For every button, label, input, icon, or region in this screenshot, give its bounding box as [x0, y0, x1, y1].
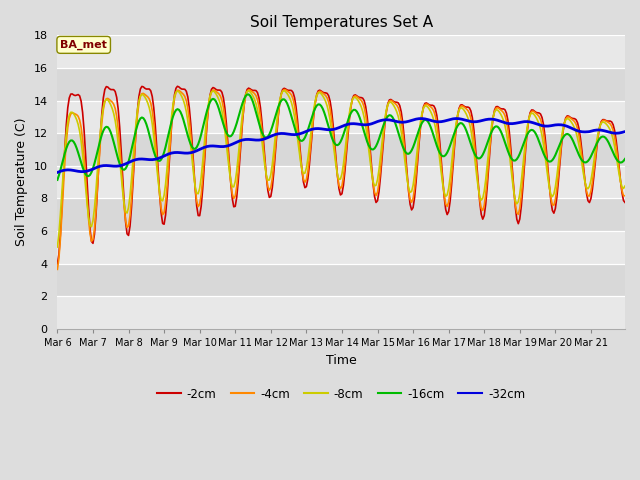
- Title: Soil Temperatures Set A: Soil Temperatures Set A: [250, 15, 433, 30]
- Bar: [58, 133, 625, 166]
- Bar: [58, 231, 625, 264]
- Bar: [58, 166, 625, 199]
- X-axis label: Time: Time: [326, 354, 356, 367]
- Bar: [58, 296, 625, 329]
- Bar: [58, 101, 625, 133]
- Text: BA_met: BA_met: [60, 40, 107, 50]
- Y-axis label: Soil Temperature (C): Soil Temperature (C): [15, 118, 28, 246]
- Bar: [58, 264, 625, 296]
- Legend: -2cm, -4cm, -8cm, -16cm, -32cm: -2cm, -4cm, -8cm, -16cm, -32cm: [152, 383, 530, 405]
- Bar: [58, 199, 625, 231]
- Bar: [58, 68, 625, 101]
- Bar: [58, 36, 625, 68]
